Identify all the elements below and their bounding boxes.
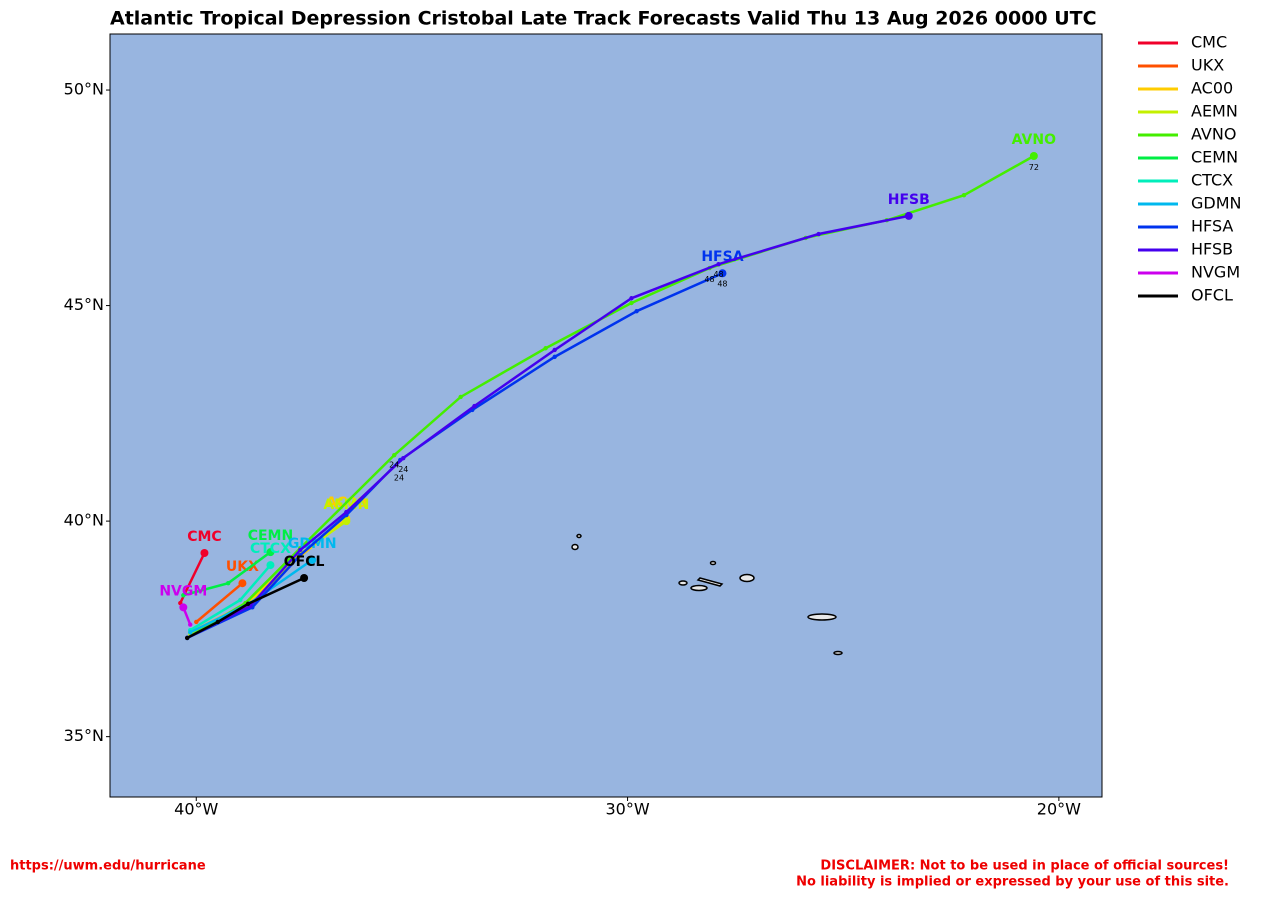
y-tick-label: 35°N: [64, 726, 104, 745]
track-point: [194, 619, 199, 625]
track-point: [188, 622, 193, 627]
track-point: [543, 346, 548, 351]
chart-title: Atlantic Tropical Depression Cristobal L…: [110, 8, 1097, 30]
hour-label: 48: [713, 270, 723, 279]
x-tick-label: 20°W: [1037, 800, 1081, 819]
legend-label: CEMN: [1191, 148, 1238, 167]
legend-label: AVNO: [1191, 125, 1236, 144]
track-point: [185, 635, 190, 641]
disclaimer: DISCLAIMER: Not to be used in place of o…: [820, 859, 1229, 874]
hour-label: 24: [394, 474, 404, 483]
track-point: [716, 261, 721, 267]
track-point: [266, 548, 275, 557]
track-point: [342, 517, 351, 526]
track-label: AVNO: [1012, 132, 1056, 148]
islands: [571, 533, 843, 656]
footer-url: https://uwm.edu/hurricane: [10, 859, 206, 874]
legend-label: AEMN: [1191, 102, 1238, 121]
track-point: [458, 394, 463, 400]
track-point: [904, 211, 913, 220]
track-point: [300, 574, 309, 583]
track-point: [552, 347, 557, 353]
map-area: [109, 33, 1103, 798]
track-point: [181, 593, 186, 598]
legend-label: AC00: [1191, 79, 1233, 98]
track-point: [629, 300, 634, 306]
legend-label: OFCL: [1191, 286, 1233, 305]
track-label: NVGM: [159, 583, 207, 599]
track-point: [179, 603, 188, 612]
track-point: [238, 597, 243, 603]
disclaimer: No liability is implied or expressed by …: [796, 875, 1229, 890]
track: [186, 576, 305, 640]
track-label: OFCL: [284, 554, 325, 570]
track-point: [188, 630, 193, 635]
track-point: [298, 552, 303, 558]
track-point: [401, 455, 406, 461]
legend-label: NVGM: [1191, 263, 1240, 282]
hour-label: 48: [717, 280, 727, 289]
track-label: CTCX: [250, 541, 291, 557]
track-point: [392, 452, 397, 458]
track-point: [308, 555, 317, 564]
track-label: CMC: [187, 529, 221, 545]
track-point: [225, 580, 231, 586]
legend-label: HFSA: [1191, 217, 1233, 236]
track-point: [816, 231, 821, 237]
track-point: [200, 549, 209, 558]
track-point: [344, 509, 349, 515]
legend-label: UKX: [1191, 56, 1224, 75]
track-point: [1029, 151, 1038, 160]
track-point: [629, 296, 634, 301]
track-point: [245, 601, 251, 607]
hour-label: 24: [389, 461, 399, 470]
track-point: [238, 579, 247, 588]
y-tick-label: 50°N: [64, 80, 104, 99]
track-label: HFSB: [888, 192, 930, 208]
track: [186, 154, 1035, 640]
hour-label: 24: [398, 465, 408, 474]
track-point: [266, 561, 275, 570]
track-point: [552, 354, 557, 360]
track-point: [215, 619, 221, 625]
x-tick-label: 30°W: [605, 800, 649, 819]
legend-label: HFSB: [1191, 240, 1233, 259]
x-tick-label: 40°W: [174, 800, 218, 819]
legend-label: GDMN: [1191, 194, 1242, 213]
legend-label: CTCX: [1191, 171, 1233, 190]
y-tick-label: 40°N: [64, 511, 104, 530]
track-label: CEMN: [248, 528, 294, 544]
hour-label: 48: [704, 275, 714, 284]
track: [195, 582, 244, 623]
track-point: [634, 308, 639, 314]
legend-label: CMC: [1191, 33, 1227, 52]
track-label: UKX: [226, 559, 259, 575]
track-point: [298, 547, 303, 553]
track-label: HFSA: [701, 249, 743, 265]
track-point: [961, 193, 967, 198]
track-point: [718, 269, 727, 278]
track-point: [472, 403, 477, 409]
y-tick-label: 45°N: [64, 295, 104, 314]
hour-label: 72: [1029, 163, 1039, 172]
